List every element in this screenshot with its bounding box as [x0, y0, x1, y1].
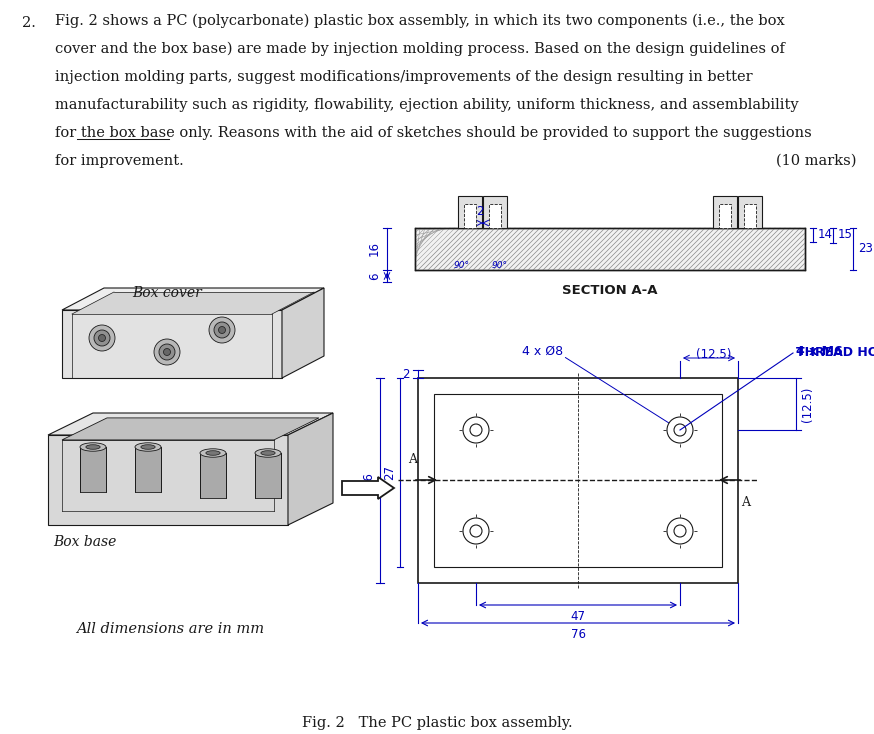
Text: 23: 23: [858, 242, 873, 255]
Ellipse shape: [255, 448, 281, 457]
Text: 16: 16: [368, 241, 381, 256]
Bar: [418, 378, 738, 583]
Bar: [719, 204, 731, 228]
Text: 76: 76: [571, 628, 586, 641]
Text: 90°: 90°: [454, 261, 470, 269]
Text: injection molding parts, suggest modifications/improvements of the design result: injection molding parts, suggest modific…: [55, 70, 753, 84]
Text: 27: 27: [383, 465, 396, 479]
Text: Box base: Box base: [53, 535, 116, 549]
Bar: [415, 228, 805, 270]
Ellipse shape: [260, 451, 275, 455]
FancyArrow shape: [342, 477, 394, 499]
Circle shape: [89, 325, 115, 351]
Ellipse shape: [135, 443, 161, 451]
Circle shape: [470, 424, 482, 436]
Bar: [135, 447, 161, 492]
Bar: [80, 447, 106, 492]
Polygon shape: [48, 435, 288, 525]
Text: cover and the box base) are made by injection molding process. Based on the desi: cover and the box base) are made by inje…: [55, 42, 785, 57]
Text: 56: 56: [362, 473, 375, 487]
Circle shape: [674, 424, 686, 436]
Bar: [713, 196, 737, 228]
Text: 90°: 90°: [492, 261, 508, 269]
Circle shape: [99, 335, 106, 341]
Text: (10 marks): (10 marks): [775, 154, 856, 168]
Text: for improvement.: for improvement.: [55, 154, 184, 168]
Circle shape: [667, 518, 693, 544]
Ellipse shape: [141, 445, 156, 449]
Text: 2: 2: [403, 368, 410, 380]
Bar: [489, 204, 501, 228]
Text: (12.5): (12.5): [697, 348, 732, 361]
Text: Fig. 2 shows a PC (polycarbonate) plastic box assembly, in which its two compone: Fig. 2 shows a PC (polycarbonate) plasti…: [55, 14, 785, 29]
Text: 2.: 2.: [22, 16, 36, 30]
Bar: [255, 453, 281, 498]
Text: 6: 6: [368, 272, 381, 280]
Text: manufacturability such as rigidity, flowability, ejection ability, uniform thick: manufacturability such as rigidity, flow…: [55, 98, 799, 112]
Bar: [483, 196, 507, 228]
Text: 15: 15: [838, 228, 853, 241]
Circle shape: [163, 349, 170, 355]
Bar: [200, 453, 226, 498]
Bar: [738, 196, 762, 228]
Text: 14: 14: [818, 228, 833, 241]
Polygon shape: [72, 292, 314, 314]
Polygon shape: [288, 413, 333, 525]
Polygon shape: [62, 310, 282, 378]
Circle shape: [463, 518, 489, 544]
Text: All dimensions are in mm: All dimensions are in mm: [76, 622, 264, 636]
Polygon shape: [62, 288, 324, 310]
Text: (12.5): (12.5): [801, 386, 814, 422]
Text: THREAD HOLE: THREAD HOLE: [796, 346, 874, 359]
Text: 4 x Ø8: 4 x Ø8: [523, 345, 564, 358]
Bar: [464, 204, 476, 228]
Circle shape: [667, 417, 693, 443]
Text: 47: 47: [571, 610, 586, 623]
Ellipse shape: [86, 445, 101, 449]
Ellipse shape: [206, 451, 220, 455]
Text: SECTION A-A: SECTION A-A: [562, 284, 658, 297]
Circle shape: [94, 330, 110, 346]
Ellipse shape: [200, 448, 226, 457]
Text: 4 x M6: 4 x M6: [796, 345, 843, 358]
Circle shape: [674, 525, 686, 537]
Ellipse shape: [80, 443, 106, 451]
Text: 2: 2: [476, 205, 483, 218]
Text: A: A: [408, 453, 418, 466]
Bar: [434, 394, 722, 567]
Circle shape: [209, 317, 235, 343]
Text: for the box base only. Reasons with the aid of sketches should be provided to su: for the box base only. Reasons with the …: [55, 126, 812, 140]
Text: Box cover: Box cover: [132, 286, 202, 300]
Bar: [744, 204, 756, 228]
Circle shape: [154, 339, 180, 365]
Bar: [458, 196, 482, 228]
Circle shape: [214, 322, 230, 338]
Circle shape: [159, 344, 175, 360]
Polygon shape: [282, 288, 324, 378]
Circle shape: [470, 525, 482, 537]
Circle shape: [463, 417, 489, 443]
Circle shape: [218, 327, 225, 333]
Text: Fig. 2   The PC plastic box assembly.: Fig. 2 The PC plastic box assembly.: [302, 716, 572, 730]
Text: A: A: [741, 496, 751, 509]
Polygon shape: [48, 413, 333, 435]
Polygon shape: [62, 418, 319, 440]
